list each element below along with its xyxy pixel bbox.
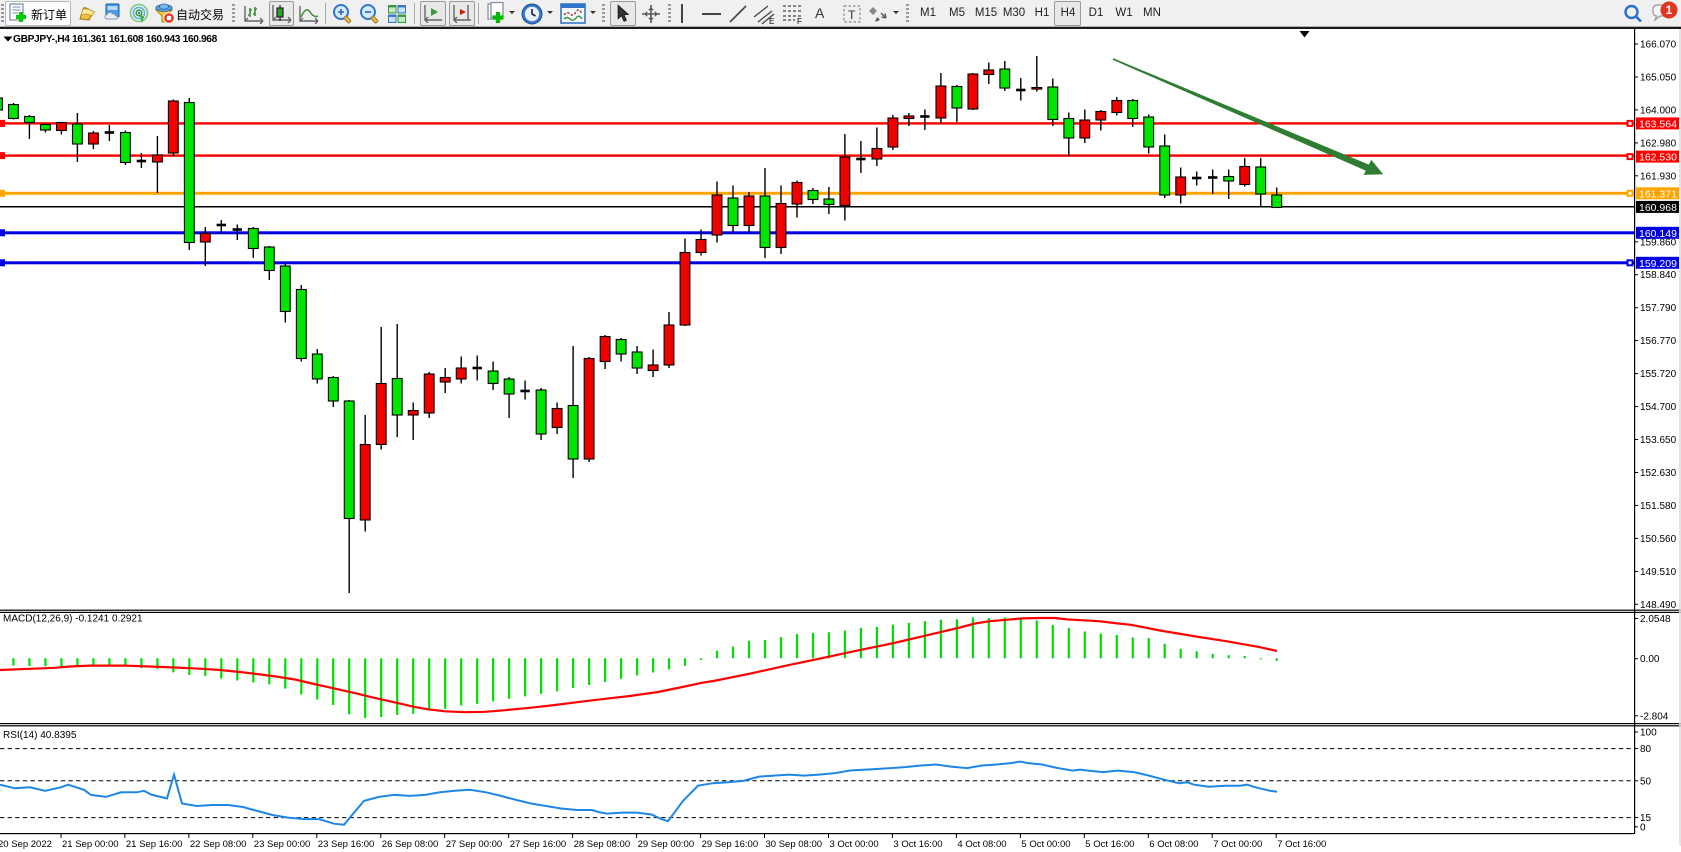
svg-text:166.070: 166.070 [1640,40,1677,51]
svg-text:148.490: 148.490 [1640,600,1677,611]
svg-text:20 Sep 2022: 20 Sep 2022 [0,839,52,850]
svg-text:154.700: 154.700 [1640,402,1677,413]
svg-text:160.149: 160.149 [1639,228,1677,240]
svg-text:159.209: 159.209 [1639,258,1677,270]
svg-text:21 Sep 16:00: 21 Sep 16:00 [126,839,183,850]
svg-text:T: T [848,8,856,22]
svg-text:160.968: 160.968 [1639,202,1677,214]
svg-text:F: F [797,17,802,25]
svg-text:-2.804: -2.804 [1640,711,1669,722]
svg-text:0: 0 [1640,822,1646,833]
svg-text:26 Sep 08:00: 26 Sep 08:00 [382,839,439,850]
svg-text:15: 15 [1640,813,1652,824]
svg-text:27 Sep 00:00: 27 Sep 00:00 [446,839,503,850]
svg-text:50: 50 [1640,776,1652,787]
svg-text:5 Oct 16:00: 5 Oct 16:00 [1085,839,1134,850]
svg-text:162.980: 162.980 [1640,138,1677,149]
svg-text:RSI(14) 40.8395: RSI(14) 40.8395 [3,730,77,741]
svg-text:1: 1 [1666,3,1673,17]
svg-text:23 Sep 16:00: 23 Sep 16:00 [318,839,375,850]
svg-text:E: E [769,17,774,25]
svg-text:152.630: 152.630 [1640,468,1677,479]
svg-text:MACD(12,26,9) -0.1241 0.2921: MACD(12,26,9) -0.1241 0.2921 [3,614,143,625]
svg-text:80: 80 [1640,744,1652,755]
svg-text:7 Oct 00:00: 7 Oct 00:00 [1213,839,1262,850]
svg-text:155.720: 155.720 [1640,369,1677,380]
svg-text:7 Oct 16:00: 7 Oct 16:00 [1277,839,1326,850]
svg-text:2.0548: 2.0548 [1640,614,1671,625]
svg-text:6 Oct 08:00: 6 Oct 08:00 [1149,839,1198,850]
svg-text:4 Oct 08:00: 4 Oct 08:00 [957,839,1006,850]
svg-text:3 Oct 00:00: 3 Oct 00:00 [830,839,879,850]
svg-text:149.510: 149.510 [1640,567,1677,578]
svg-text:159.860: 159.860 [1640,237,1677,248]
svg-text:29 Sep 00:00: 29 Sep 00:00 [638,839,695,850]
svg-text:150.560: 150.560 [1640,534,1677,545]
svg-text:0.00: 0.00 [1640,654,1660,665]
svg-text:165.050: 165.050 [1640,73,1677,84]
svg-text:30 Sep 08:00: 30 Sep 08:00 [766,839,823,850]
svg-text:157.790: 157.790 [1640,303,1677,314]
svg-text:29 Sep 16:00: 29 Sep 16:00 [702,839,759,850]
svg-text:158.840: 158.840 [1640,270,1677,281]
svg-text:5 Oct 00:00: 5 Oct 00:00 [1021,839,1070,850]
svg-text:21 Sep 00:00: 21 Sep 00:00 [62,839,119,850]
svg-text:161.930: 161.930 [1640,171,1677,182]
svg-text:164.000: 164.000 [1640,105,1677,116]
svg-text:153.650: 153.650 [1640,435,1677,446]
svg-text:161.371: 161.371 [1639,188,1677,200]
svg-text:163.564: 163.564 [1639,118,1677,130]
svg-text:23 Sep 00:00: 23 Sep 00:00 [254,839,311,850]
svg-text:162.530: 162.530 [1639,152,1677,164]
svg-text:3 Oct 16:00: 3 Oct 16:00 [893,839,942,850]
svg-text:22 Sep 08:00: 22 Sep 08:00 [190,839,247,850]
svg-text:27 Sep 16:00: 27 Sep 16:00 [510,839,567,850]
svg-text:100: 100 [1640,728,1657,739]
svg-text:28 Sep 08:00: 28 Sep 08:00 [574,839,631,850]
svg-text:151.580: 151.580 [1640,501,1677,512]
svg-text:156.770: 156.770 [1640,336,1677,347]
svg-text:GBPJPY-,H4 161.361 161.608 16: GBPJPY-,H4 161.361 161.608 160.943 160.9… [13,34,218,45]
